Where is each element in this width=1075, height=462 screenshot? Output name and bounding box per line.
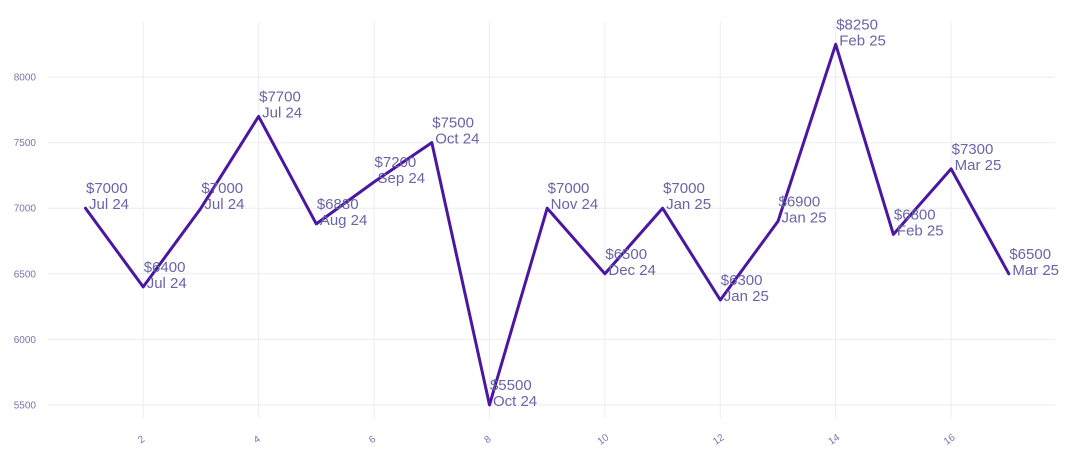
point-price-label: $7000 xyxy=(86,180,128,197)
point-price-label: $8250 xyxy=(836,16,878,33)
point-price-label: $6300 xyxy=(721,272,763,289)
y-axis-ticks: 5500 6000 6500 7000 7500 8000 xyxy=(14,73,37,412)
point-price-label: $7200 xyxy=(375,154,417,171)
x-tick-label: 14 xyxy=(827,432,843,448)
y-tick-label: 8000 xyxy=(14,73,37,84)
price-series-line xyxy=(84,42,1011,407)
x-tick-label: 10 xyxy=(596,432,612,448)
x-tick-label: 12 xyxy=(711,432,727,448)
point-date-label: Jul 24 xyxy=(262,104,302,121)
x-tick-label: 8 xyxy=(483,434,494,446)
x-tick-label: 2 xyxy=(136,434,147,446)
point-date-label: Mar 25 xyxy=(1012,262,1059,279)
point-price-label: $7300 xyxy=(952,141,994,158)
x-axis-ticks: 2 4 6 8 10 12 14 16 xyxy=(136,432,957,448)
point-date-label: Feb 25 xyxy=(839,32,886,49)
grid xyxy=(48,22,1055,418)
point-price-label: $7000 xyxy=(201,180,243,197)
point-date-label: Sep 24 xyxy=(378,170,426,187)
point-price-label: $7500 xyxy=(432,115,474,132)
point-price-label: $6800 xyxy=(894,206,936,223)
point-price-label: $7000 xyxy=(548,180,590,197)
y-tick-label: 5500 xyxy=(14,400,37,411)
point-date-label: Oct 24 xyxy=(493,393,537,410)
point-date-label: Jan 25 xyxy=(724,288,769,305)
point-price-label: $7700 xyxy=(259,88,301,105)
y-tick-label: 6500 xyxy=(14,269,37,280)
point-price-label: $6400 xyxy=(144,259,186,276)
point-date-label: Jan 25 xyxy=(782,209,827,226)
point-date-label: Jul 24 xyxy=(204,196,244,213)
y-tick-label: 7000 xyxy=(14,204,37,215)
point-price-label: $6500 xyxy=(1009,246,1051,263)
x-tick-label: 4 xyxy=(252,434,263,446)
y-tick-label: 7500 xyxy=(14,138,37,149)
point-price-label: $6900 xyxy=(779,193,821,210)
x-tick-label: 16 xyxy=(942,432,958,448)
point-price-label: $5500 xyxy=(490,377,532,394)
x-tick-label: 6 xyxy=(367,434,378,446)
point-price-label: $6880 xyxy=(317,196,359,213)
point-date-label: Nov 24 xyxy=(551,196,599,213)
point-date-label: Jul 24 xyxy=(89,196,129,213)
point-date-label: Jan 25 xyxy=(666,196,711,213)
y-tick-label: 6000 xyxy=(14,335,37,346)
point-date-label: Mar 25 xyxy=(955,157,1002,174)
point-date-label: Oct 24 xyxy=(435,131,479,148)
point-date-label: Jul 24 xyxy=(147,275,187,292)
point-price-label: $6500 xyxy=(605,246,647,263)
point-date-label: Dec 24 xyxy=(608,262,656,279)
point-price-label: $7000 xyxy=(663,180,705,197)
point-date-label: Feb 25 xyxy=(897,222,944,239)
point-date-label: Aug 24 xyxy=(320,212,368,229)
